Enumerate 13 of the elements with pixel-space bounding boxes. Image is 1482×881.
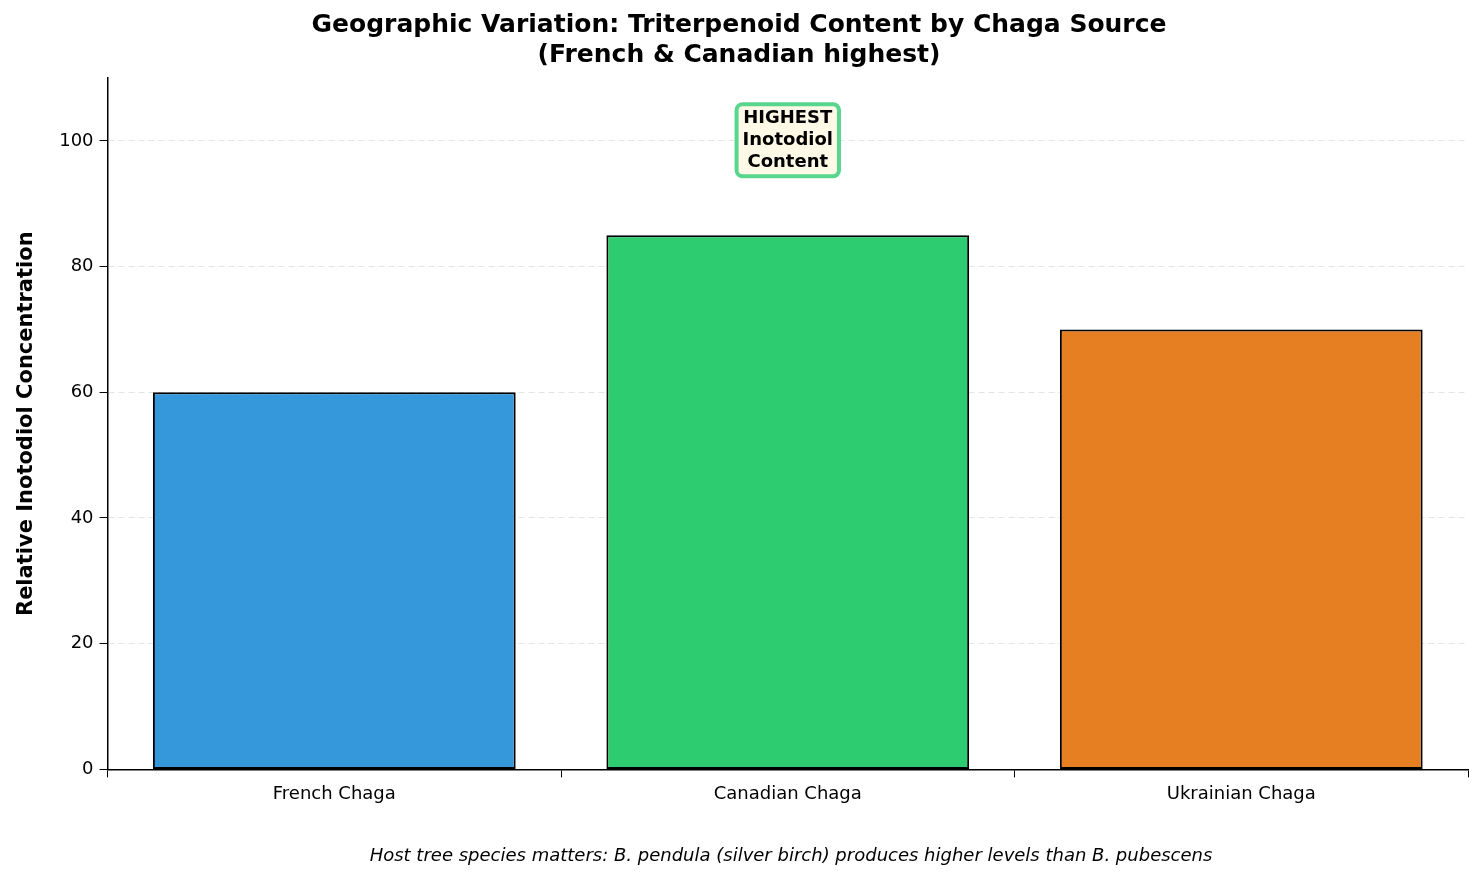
x-tick-label: Canadian Chaga — [713, 781, 862, 803]
y-axis-title: Relative Inotodiol Concentration — [13, 231, 38, 617]
y-tick-label: 80 — [70, 254, 94, 276]
y-tick-label: 60 — [70, 379, 94, 401]
y-tick-label: 100 — [59, 128, 94, 150]
text: Host tree species matters: B. pendula (silver birch) produces higher levels than B. pubescens — [369, 843, 1213, 865]
y-tick-label: 40 — [70, 505, 94, 527]
y-tick-label: 0 — [82, 757, 94, 779]
x-tick-label: French Chaga — [272, 781, 396, 803]
annotation: HIGHEST Inotodiol Content — [742, 105, 834, 171]
y-tick-label: 20 — [70, 631, 94, 653]
chart-title: Geographic Variation: Triterpenoid Content by Chaga Source (French & Canadian highest) — [311, 8, 1167, 68]
x-tick-label: Ukrainian Chaga — [1166, 781, 1316, 803]
